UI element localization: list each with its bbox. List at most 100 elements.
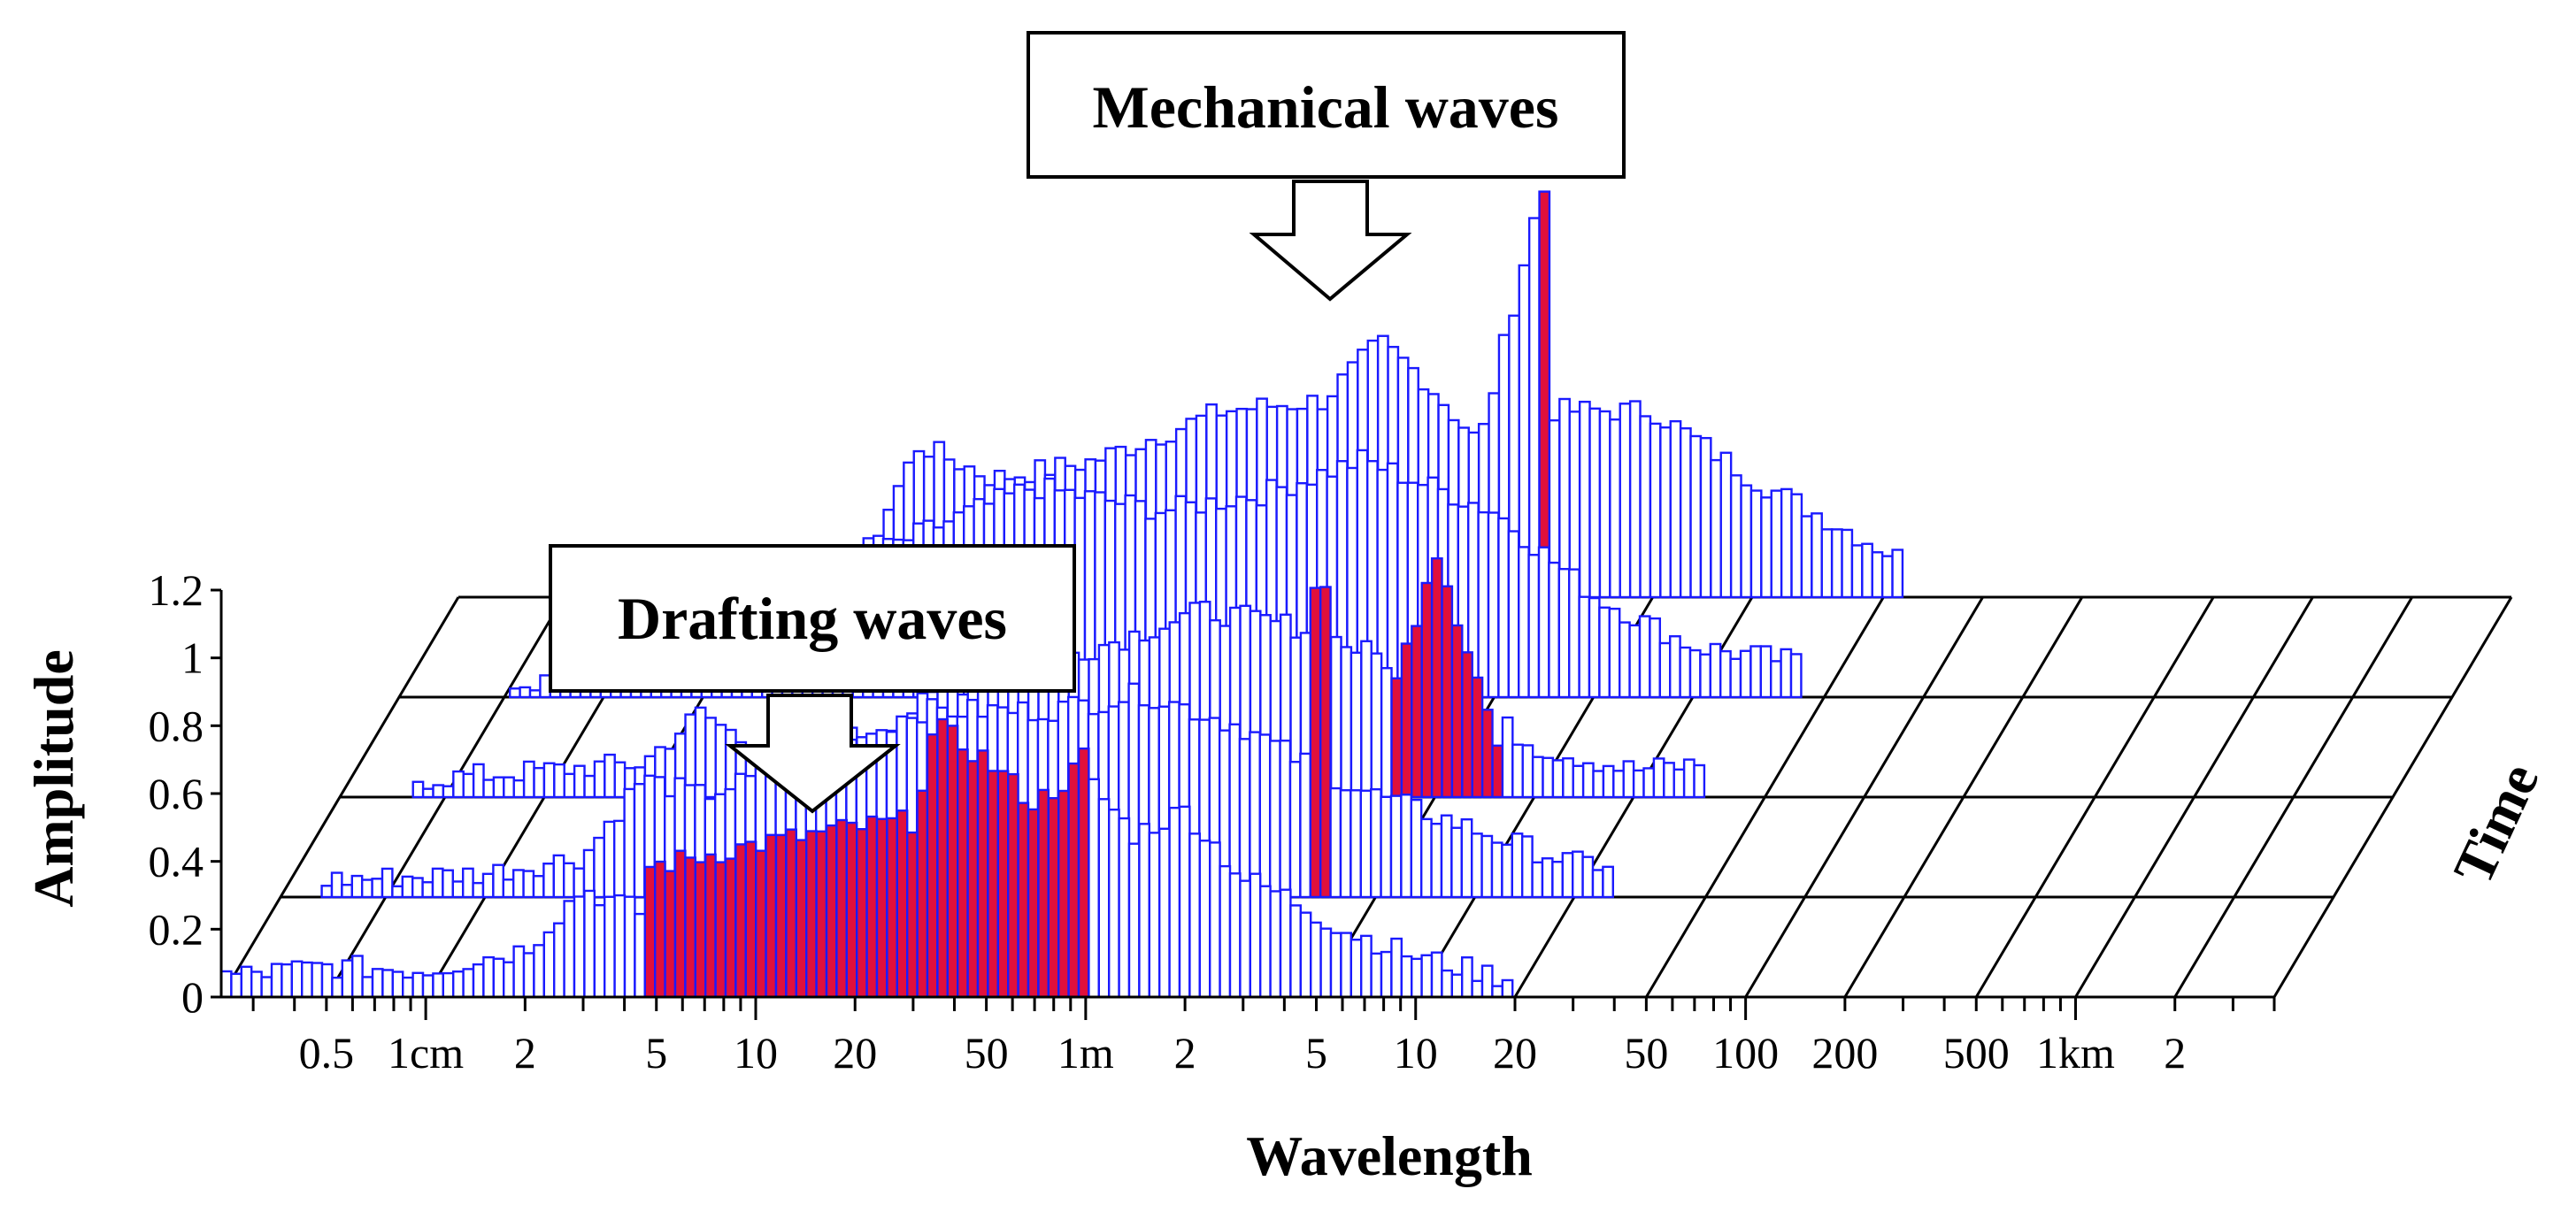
bar-t3 [1588,596,1601,699]
bar-t3 [1770,660,1782,699]
bar-t0 [1279,888,1292,999]
bar-t0 [1299,911,1312,999]
spectrum-bars [219,190,1904,999]
bar-t3 [1578,595,1591,699]
bar-t1 [522,870,535,899]
z-axis-title: Time [2441,754,2551,894]
bar-t3 [1628,624,1642,699]
bar-t2 [1542,756,1555,799]
bar-t2 [503,776,515,799]
bar-t0 [1077,747,1090,999]
bar-t0 [522,952,535,999]
bar-t0 [774,833,788,999]
bar-t0 [1127,842,1141,999]
bar-t1 [511,869,525,899]
y-tick-label: 0.4 [149,837,204,886]
bar-t3 [1709,642,1722,699]
drafting-waves-label: Drafting waves [618,585,1007,652]
bar-t0 [512,945,526,999]
bar-t0 [785,828,798,999]
bar-t0 [704,853,717,999]
bar-t0 [1491,985,1504,999]
bar-t3 [1477,510,1490,699]
bar-t3 [528,689,542,699]
bar-t1 [562,862,575,899]
bar-t2 [563,772,576,799]
bar-t4 [1689,434,1703,599]
bar-t1 [623,787,636,899]
bar-t0 [1006,772,1019,999]
bar-t3 [1608,607,1621,699]
bar-t1 [542,863,555,899]
y-tick-label: 1.2 [149,565,204,615]
bar-t1 [1228,723,1242,899]
bar-t1 [1258,733,1272,899]
y-tick-label: 0.6 [149,769,204,818]
bar-t0 [402,976,414,999]
bar-t0 [1107,808,1120,999]
bar-t3 [1557,567,1571,699]
bar-t2 [472,763,485,799]
bar-t3 [1688,648,1702,699]
bar-t0 [250,970,263,999]
bar-t2 [1551,759,1565,799]
bar-t4 [1871,551,1884,599]
bar-t0 [533,944,546,999]
bar-t1 [1480,834,1494,899]
bar-t1 [633,783,646,899]
bar-t1 [1430,823,1443,899]
bar-t0 [583,889,596,999]
bar-t2 [553,763,565,799]
bar-t0 [744,840,757,999]
bar-t1 [1571,850,1584,899]
bar-t2 [452,770,465,799]
bar-t1 [1339,789,1352,899]
bar-t0 [966,760,980,999]
bar-t1 [442,869,454,899]
bar-t1 [1389,794,1403,899]
bar-t4 [1830,528,1843,599]
y-axis-title: Amplitude [22,649,85,908]
bar-t0 [1047,796,1060,999]
bar-t0 [421,974,434,999]
bar-t0 [1157,827,1171,999]
x-axis-title: Wavelength [1246,1124,1533,1187]
bar-t0 [996,770,1010,999]
bar-t0 [1208,841,1221,999]
bar-t2 [1672,768,1686,799]
bar-t0 [956,748,969,999]
bar-t1 [1561,852,1574,899]
bar-t4 [1800,515,1813,599]
bar-t4 [1760,496,1772,599]
bar-t1 [1249,731,1261,899]
bar-t0 [351,955,364,999]
bar-t4 [1619,403,1632,599]
bar-t0 [1198,840,1211,999]
axes: 0 0.2 0.4 0.6 0.8 1 1.2 0.5 1cm 2 5 10 20 50 1m 2 5 10 20 5… [149,565,2276,1078]
x-tick-label: 100 [1712,1028,1779,1078]
bar-t2 [1441,585,1454,799]
bar-t3 [1658,641,1672,699]
bar-t1 [1602,865,1614,899]
bar-t2 [1430,556,1443,799]
x-tick-label: 10 [734,1028,778,1078]
bar-t1 [1380,795,1393,899]
bar-t0 [815,830,828,999]
bar-t0 [845,821,858,999]
bar-t1 [391,885,404,899]
bar-t0 [1410,957,1423,999]
bar-t2 [1581,762,1595,799]
bar-t0 [260,976,273,999]
bar-t0 [1168,806,1181,999]
bar-t1 [401,875,414,899]
bar-t1 [320,885,334,899]
bar-t2 [694,706,707,799]
bar-t0 [765,833,778,999]
drafting-waves-callout: Drafting waves [549,544,1076,814]
bar-t2 [1501,716,1514,799]
bar-t0 [1088,778,1101,999]
bar-t4 [1749,489,1763,599]
grid-diagonal-line [2272,596,2513,998]
bar-t0 [1441,969,1454,999]
